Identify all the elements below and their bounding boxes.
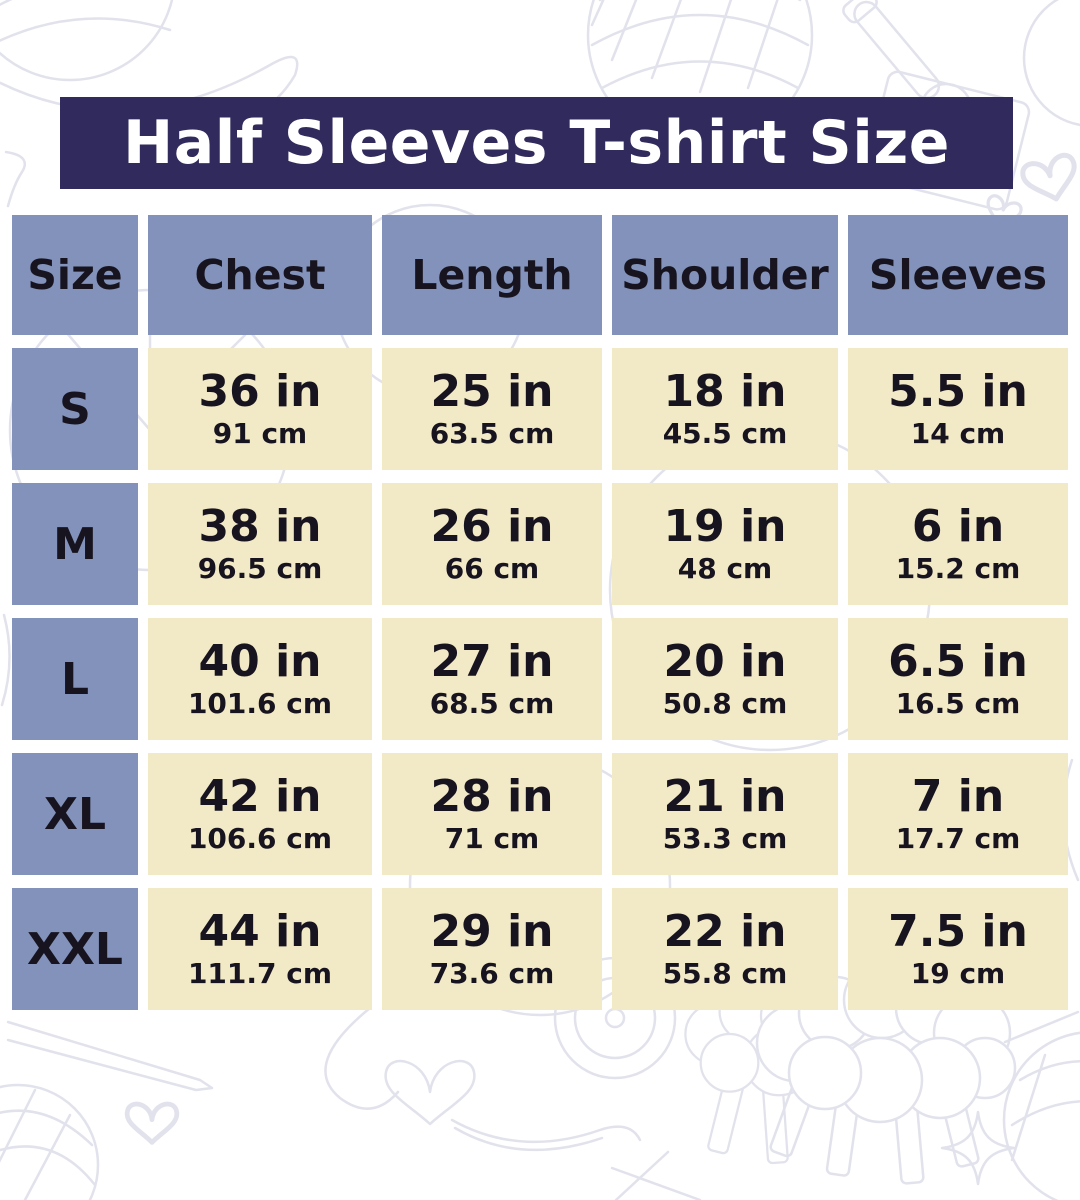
measurement-cm: 71 cm bbox=[444, 821, 540, 855]
measurement-cell-xl-sleeves: 7 in 17.7 cm bbox=[848, 753, 1068, 875]
measurement-cell-s-chest: 36 in 91 cm bbox=[148, 348, 372, 470]
column-header-sleeves: Sleeves bbox=[848, 215, 1068, 335]
measurement-cm: 53.3 cm bbox=[662, 821, 788, 855]
title-banner: Half Sleeves T-shirt Size bbox=[60, 97, 1013, 189]
measurement-cell-xxl-shoulder: 22 in 55.8 cm bbox=[612, 888, 838, 1010]
measurement-inches: 6.5 in bbox=[888, 636, 1028, 688]
row-label-m: M bbox=[12, 483, 138, 605]
measurement-cell-xl-length: 28 in 71 cm bbox=[382, 753, 602, 875]
sparkle-doodle bbox=[940, 1110, 1016, 1186]
heart-doodle bbox=[1020, 152, 1077, 202]
measurement-inches: 27 in bbox=[430, 636, 554, 688]
measurement-cell-m-chest: 38 in 96.5 cm bbox=[148, 483, 372, 605]
measurement-inches: 19 in bbox=[663, 501, 787, 553]
measurement-cell-m-length: 26 in 66 cm bbox=[382, 483, 602, 605]
measurement-inches: 25 in bbox=[430, 366, 554, 418]
measurement-cm: 45.5 cm bbox=[662, 416, 788, 450]
row-label-s: S bbox=[12, 348, 138, 470]
measurement-cm: 50.8 cm bbox=[662, 686, 788, 720]
column-header-length: Length bbox=[382, 215, 602, 335]
measurement-cm: 55.8 cm bbox=[662, 956, 788, 990]
measurement-cell-s-length: 25 in 63.5 cm bbox=[382, 348, 602, 470]
column-header-shoulder: Shoulder bbox=[612, 215, 838, 335]
measurement-cm: 16.5 cm bbox=[895, 686, 1021, 720]
measurement-cell-xxl-chest: 44 in 111.7 cm bbox=[148, 888, 372, 1010]
measurement-cm: 48 cm bbox=[677, 551, 773, 585]
measurement-cell-xl-chest: 42 in 106.6 cm bbox=[148, 753, 372, 875]
measurement-inches: 26 in bbox=[430, 501, 554, 553]
measurement-cell-xl-shoulder: 21 in 53.3 cm bbox=[612, 753, 838, 875]
measurement-inches: 44 in bbox=[198, 906, 322, 958]
measurement-cell-m-sleeves: 6 in 15.2 cm bbox=[848, 483, 1068, 605]
measurement-cm: 106.6 cm bbox=[187, 821, 333, 855]
measurement-cm: 91 cm bbox=[212, 416, 308, 450]
column-header-size: Size bbox=[12, 215, 138, 335]
measurement-inches: 7.5 in bbox=[888, 906, 1028, 958]
measurement-inches: 21 in bbox=[663, 771, 787, 823]
measurement-inches: 5.5 in bbox=[888, 366, 1028, 418]
page-title: Half Sleeves T-shirt Size bbox=[123, 108, 950, 178]
measurement-cell-l-sleeves: 6.5 in 16.5 cm bbox=[848, 618, 1068, 740]
measurement-inches: 29 in bbox=[430, 906, 554, 958]
measurement-cell-xxl-length: 29 in 73.6 cm bbox=[382, 888, 602, 1010]
yarn-ball-doodle bbox=[0, 1083, 100, 1200]
measurement-cm: 63.5 cm bbox=[429, 416, 555, 450]
yarn-ball-doodle bbox=[1002, 1010, 1080, 1200]
size-chart-table: Size Chest Length Shoulder Sleeves S 36 … bbox=[12, 215, 1068, 1010]
measurement-inches: 36 in bbox=[198, 366, 322, 418]
measurement-inches: 42 in bbox=[198, 771, 322, 823]
measurement-inches: 38 in bbox=[198, 501, 322, 553]
measurement-cm: 96.5 cm bbox=[197, 551, 323, 585]
measurement-cm: 73.6 cm bbox=[429, 956, 555, 990]
column-header-chest: Chest bbox=[148, 215, 372, 335]
measurement-inches: 18 in bbox=[663, 366, 787, 418]
measurement-inches: 40 in bbox=[198, 636, 322, 688]
needle-doodle bbox=[610, 1150, 702, 1200]
measurement-cell-l-chest: 40 in 101.6 cm bbox=[148, 618, 372, 740]
squiggle-doodle bbox=[4, 150, 26, 208]
measurement-inches: 28 in bbox=[430, 771, 554, 823]
yarn-ball-doodle bbox=[1022, 0, 1080, 127]
thread-heart-doodle bbox=[324, 1006, 642, 1152]
row-label-xxl: XXL bbox=[12, 888, 138, 1010]
row-label-l: L bbox=[12, 618, 138, 740]
needle-doodle bbox=[6, 1020, 214, 1092]
heart-doodle bbox=[124, 1101, 180, 1145]
measurement-cm: 101.6 cm bbox=[187, 686, 333, 720]
measurement-cm: 14 cm bbox=[910, 416, 1006, 450]
measurement-cell-s-shoulder: 18 in 45.5 cm bbox=[612, 348, 838, 470]
measurement-inches: 20 in bbox=[663, 636, 787, 688]
measurement-cm: 15.2 cm bbox=[895, 551, 1021, 585]
measurement-cell-l-shoulder: 20 in 50.8 cm bbox=[612, 618, 838, 740]
measurement-inches: 6 in bbox=[911, 501, 1005, 553]
measurement-cell-l-length: 27 in 68.5 cm bbox=[382, 618, 602, 740]
row-label-xl: XL bbox=[12, 753, 138, 875]
measurement-cell-s-sleeves: 5.5 in 14 cm bbox=[848, 348, 1068, 470]
measurement-cm: 19 cm bbox=[910, 956, 1006, 990]
measurement-cm: 68.5 cm bbox=[429, 686, 555, 720]
measurement-inches: 22 in bbox=[663, 906, 787, 958]
measurement-cm: 66 cm bbox=[444, 551, 540, 585]
measurement-inches: 7 in bbox=[911, 771, 1005, 823]
measurement-cm: 111.7 cm bbox=[187, 956, 333, 990]
measurement-cm: 17.7 cm bbox=[895, 821, 1021, 855]
measurement-cell-m-shoulder: 19 in 48 cm bbox=[612, 483, 838, 605]
measurement-cell-xxl-sleeves: 7.5 in 19 cm bbox=[848, 888, 1068, 1010]
